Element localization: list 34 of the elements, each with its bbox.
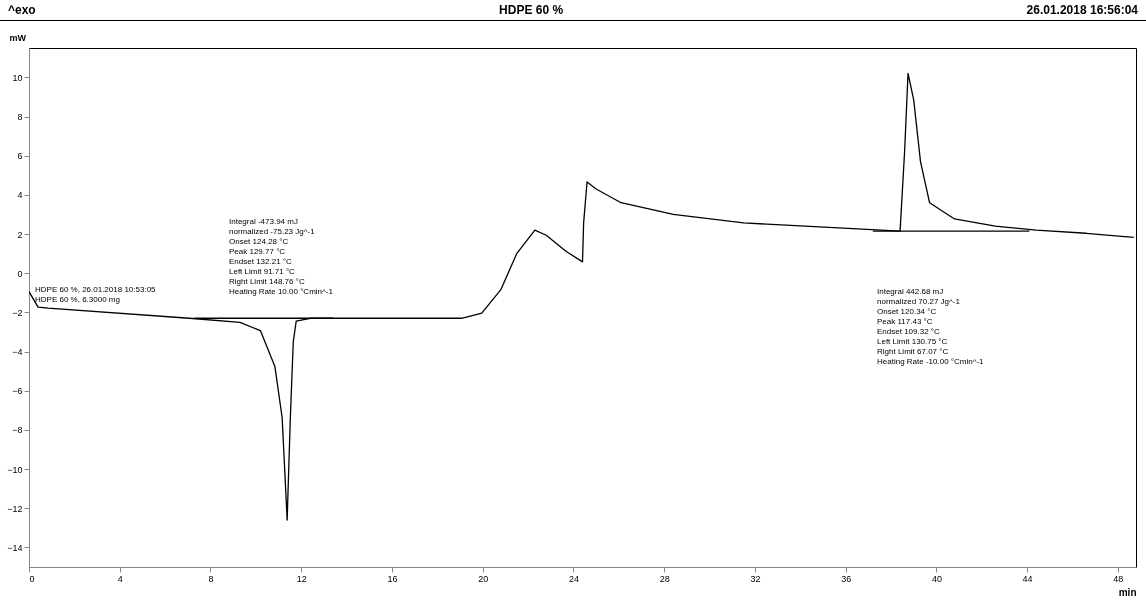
- y-tick-label: −6: [12, 386, 23, 397]
- y-tick-label: −2: [12, 307, 23, 318]
- annotation: Integral 442.68 mJ normalized 70.27 Jg^-1 Onset 120.34 °C Peak 117.43 °C Endset 109.32 °C Left Limit 130.75 °C Right Limit 67.07 °C Heating Rate -10.00 °Cmin^-1: [877, 287, 985, 366]
- y-tick-label: −12: [7, 503, 23, 514]
- x-tick-label: 20: [478, 573, 489, 584]
- x-tick-label: 44: [1022, 573, 1033, 584]
- y-tick-label: 10: [12, 72, 23, 83]
- y-tick-label: −8: [12, 425, 23, 436]
- x-tick-label: 0: [29, 573, 35, 584]
- x-tick-label: 36: [841, 573, 852, 584]
- y-tick-label: 8: [17, 112, 23, 123]
- y-tick-label: 4: [17, 190, 23, 201]
- text: ^exo: [8, 3, 36, 17]
- x-tick-label: 48: [1113, 573, 1124, 584]
- y-tick-label: −4: [12, 347, 23, 358]
- annotation: HDPE 60 %, 26.01.2018 10:53:05 HDPE 60 %, 6.3000 mg: [35, 285, 157, 304]
- annotation: Integral -473.94 mJ normalized -75.23 Jg^-1 Onset 124.28 °C Peak 129.77 °C Endset 132.21 °C Left Limit 91.71 °C Right Limit 148.76 °C Heating Rate 10.00 °Cmin^-1: [229, 217, 334, 296]
- x-axis-title: min: [1118, 586, 1137, 598]
- x-tick-label: 4: [117, 573, 123, 584]
- y-tick-label: −10: [7, 464, 23, 475]
- x-tick-label: 28: [659, 573, 670, 584]
- chart-title: HDPE 60 %: [499, 3, 564, 17]
- x-tick-label: 16: [387, 573, 398, 584]
- x-tick-label: 32: [750, 573, 761, 584]
- y-tick-label: 0: [17, 268, 23, 279]
- text: 26.01.2018 16:56:04: [1026, 3, 1138, 17]
- x-tick-label: 8: [208, 573, 214, 584]
- y-tick-label: −14: [7, 542, 23, 553]
- x-tick-label: 40: [931, 573, 942, 584]
- x-tick-label: 12: [296, 573, 307, 584]
- y-axis-title: mW: [9, 32, 27, 43]
- y-tick-label: 2: [17, 229, 23, 240]
- x-tick-label: 24: [568, 573, 579, 584]
- y-tick-label: 6: [17, 151, 23, 162]
